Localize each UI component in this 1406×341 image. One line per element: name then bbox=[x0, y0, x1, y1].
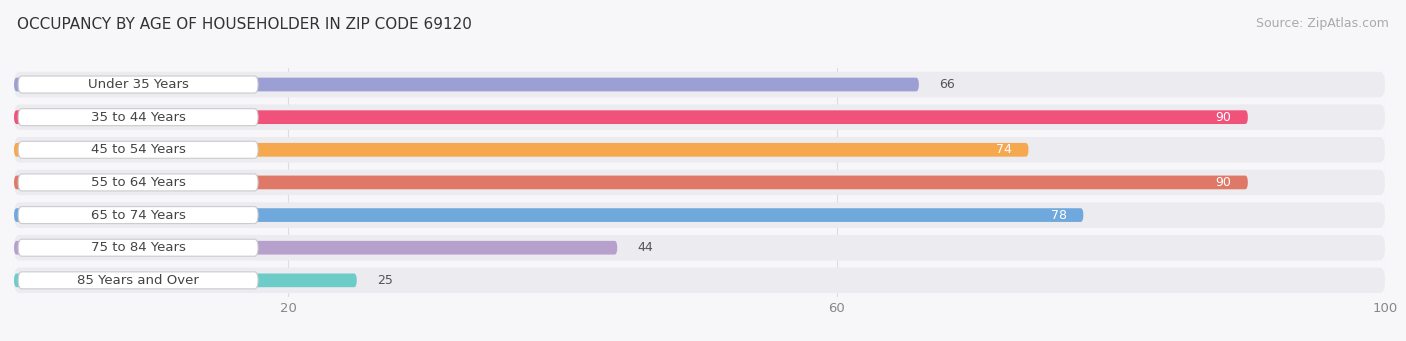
FancyBboxPatch shape bbox=[14, 241, 617, 255]
Text: 75 to 84 Years: 75 to 84 Years bbox=[90, 241, 186, 254]
FancyBboxPatch shape bbox=[14, 72, 1385, 97]
FancyBboxPatch shape bbox=[14, 268, 1385, 293]
FancyBboxPatch shape bbox=[14, 208, 1084, 222]
FancyBboxPatch shape bbox=[14, 170, 1385, 195]
Text: Source: ZipAtlas.com: Source: ZipAtlas.com bbox=[1256, 17, 1389, 30]
FancyBboxPatch shape bbox=[14, 273, 357, 287]
Text: Under 35 Years: Under 35 Years bbox=[87, 78, 188, 91]
FancyBboxPatch shape bbox=[14, 137, 1385, 163]
FancyBboxPatch shape bbox=[18, 239, 259, 256]
FancyBboxPatch shape bbox=[18, 272, 259, 289]
FancyBboxPatch shape bbox=[18, 174, 259, 191]
FancyBboxPatch shape bbox=[14, 235, 1385, 261]
Text: 90: 90 bbox=[1216, 176, 1232, 189]
Text: 65 to 74 Years: 65 to 74 Years bbox=[90, 209, 186, 222]
Text: 85 Years and Over: 85 Years and Over bbox=[77, 274, 200, 287]
Text: 25: 25 bbox=[377, 274, 394, 287]
FancyBboxPatch shape bbox=[18, 76, 259, 93]
FancyBboxPatch shape bbox=[14, 143, 1029, 157]
Text: 44: 44 bbox=[638, 241, 654, 254]
Text: 45 to 54 Years: 45 to 54 Years bbox=[90, 143, 186, 156]
FancyBboxPatch shape bbox=[14, 78, 920, 91]
FancyBboxPatch shape bbox=[14, 104, 1385, 130]
Text: 66: 66 bbox=[939, 78, 955, 91]
FancyBboxPatch shape bbox=[18, 141, 259, 158]
Text: 55 to 64 Years: 55 to 64 Years bbox=[90, 176, 186, 189]
Text: OCCUPANCY BY AGE OF HOUSEHOLDER IN ZIP CODE 69120: OCCUPANCY BY AGE OF HOUSEHOLDER IN ZIP C… bbox=[17, 17, 472, 32]
FancyBboxPatch shape bbox=[18, 109, 259, 125]
FancyBboxPatch shape bbox=[14, 176, 1249, 189]
Text: 78: 78 bbox=[1050, 209, 1067, 222]
Text: 35 to 44 Years: 35 to 44 Years bbox=[90, 111, 186, 124]
FancyBboxPatch shape bbox=[14, 110, 1249, 124]
FancyBboxPatch shape bbox=[18, 207, 259, 224]
Text: 74: 74 bbox=[997, 143, 1012, 156]
FancyBboxPatch shape bbox=[14, 202, 1385, 228]
Text: 90: 90 bbox=[1216, 111, 1232, 124]
